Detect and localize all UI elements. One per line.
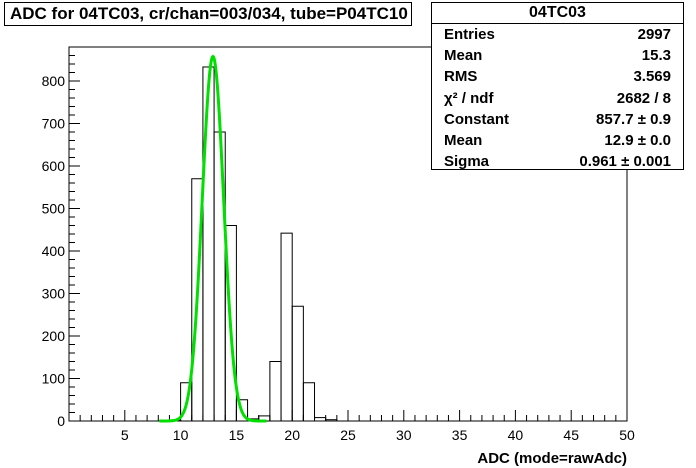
histogram-bin [235,399,249,422]
x-tick-label: 35 [452,427,468,443]
stats-box: 04TC03 Entries 2997 Mean 15.3 RMS 3.569 χ² … [431,2,684,170]
stats-row-constant: Constant 857.7 ± 0.9 [444,110,671,128]
x-tick-label: 15 [229,427,245,443]
x-tick-label: 45 [563,427,579,443]
y-tick-label: 600 [42,158,66,174]
histogram-bin [302,382,316,422]
x-tick-label: 30 [396,427,412,443]
y-tick-label: 200 [42,328,66,344]
x-axis-label: ADC (mode=rawAdc) [477,450,627,467]
histogram-bin [202,66,215,422]
stats-name: 04TC03 [432,3,683,24]
stats-row-mean: Mean 15.3 [444,47,671,65]
stats-row-rms: RMS 3.569 [444,68,671,86]
y-tick-label: 0 [57,413,65,429]
y-tick-label: 100 [42,371,66,387]
gaussian-fit-curve [159,54,267,423]
histogram-bin [325,419,338,422]
x-tick-label: 50 [619,427,635,443]
stats-row-fit-mean: Mean 12.9 ± 0.0 [444,131,671,149]
histogram-bin [291,305,304,422]
histogram-bin [269,361,282,422]
y-tick-label: 300 [42,286,66,302]
histogram-bin [280,232,293,422]
x-tick-label: 20 [284,427,300,443]
chart-title: ADC for 04TC03, cr/chan=003/034, tube=P0… [4,2,412,26]
histogram-bin [314,417,327,422]
stats-row-chi2: χ² / ndf 2682 / 8 [444,89,671,107]
y-tick-label: 800 [42,73,66,89]
y-tick-label: 700 [42,116,66,132]
x-tick-label: 10 [173,427,189,443]
y-tick-label: 500 [42,201,66,217]
x-tick-label: 5 [121,427,129,443]
stats-row-sigma: Sigma 0.961 ± 0.001 [444,153,671,171]
y-tick-label: 400 [42,243,66,259]
histogram-bin [224,225,237,422]
stats-row-entries: Entries 2997 [444,26,671,43]
x-tick-label: 25 [340,427,356,443]
x-tick-label: 40 [508,427,524,443]
